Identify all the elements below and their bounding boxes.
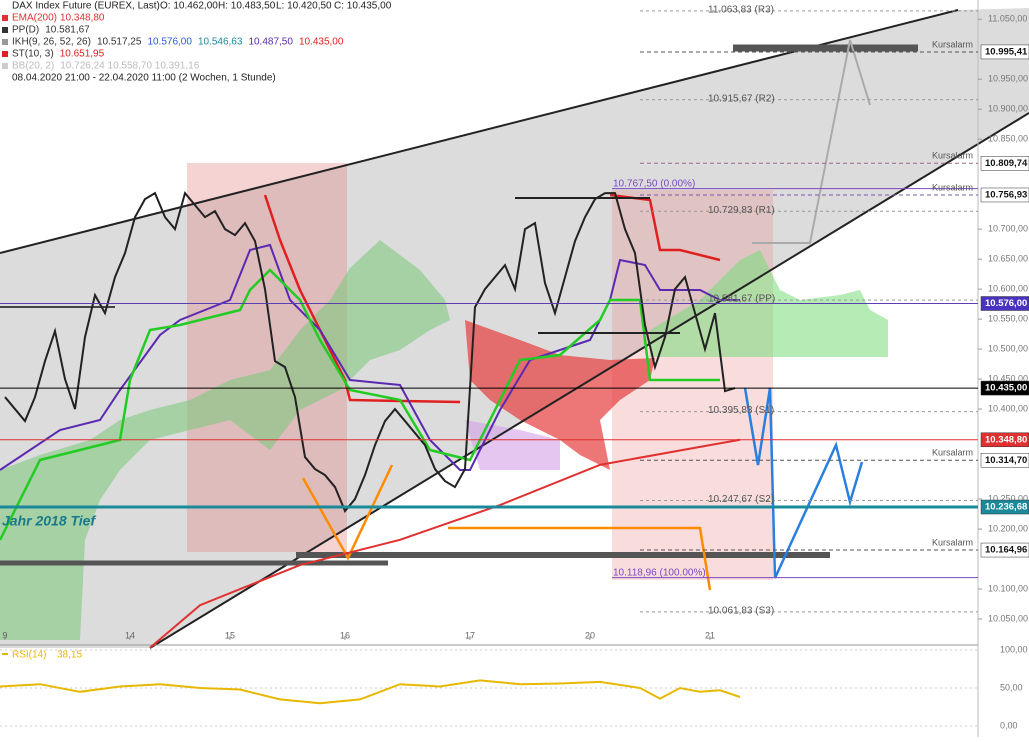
pivot-label: 10.395,83 (S1) bbox=[708, 405, 774, 416]
projection bbox=[752, 39, 871, 244]
level-box bbox=[980, 499, 1029, 515]
level-label: 10.995,41 bbox=[985, 46, 1028, 57]
price-line bbox=[4, 191, 736, 513]
legend-name: IKH(9, 26, 52, 26) bbox=[12, 37, 91, 48]
y-tick-label: 10.700,00 bbox=[988, 224, 1028, 234]
legend-value: 10.487,50 bbox=[248, 37, 293, 48]
y-tick-label: 10.650,00 bbox=[988, 253, 1028, 263]
alarm-label: Kursalarm bbox=[932, 182, 973, 192]
level-label: 10.348,80 bbox=[985, 434, 1027, 445]
legend-name: PP(D) bbox=[12, 25, 39, 36]
alarm-label: Kursalarm bbox=[932, 537, 973, 547]
alarm-label: Kursalarm bbox=[932, 151, 973, 161]
legend-period: 08.04.2020 21:00 - 22.04.2020 11:00 (2 W… bbox=[12, 73, 276, 84]
legend-value: 10.435,00 bbox=[299, 37, 344, 48]
pivot-label: 10.729,83 (R1) bbox=[708, 205, 775, 216]
legend-name: ST(10, 3) bbox=[12, 49, 54, 60]
tenkan bbox=[0, 268, 720, 541]
legend-swatch bbox=[2, 653, 8, 655]
channel bbox=[0, 8, 1029, 648]
alarm-label: Kursalarm bbox=[932, 448, 973, 458]
quote-label: H: 10.483,50 bbox=[218, 1, 276, 12]
legend-name: BB(20, 2) bbox=[12, 61, 54, 72]
level-label: 10.809,74 bbox=[985, 158, 1028, 169]
pivot-label: 11.063,83 (R3) bbox=[708, 5, 774, 16]
level-label: 10.164,96 bbox=[985, 545, 1027, 556]
rsi-name: RSI(14) bbox=[12, 650, 46, 661]
rsi-value: 38,15 bbox=[57, 650, 82, 661]
x-tick-label: 16 bbox=[340, 630, 350, 640]
quote-label: L: 10.420,50 bbox=[276, 1, 332, 12]
x-tick-label: 21 bbox=[705, 630, 715, 640]
y-tick-label: 10.250,00 bbox=[988, 493, 1028, 503]
legend-name: EMA(200) bbox=[12, 13, 57, 24]
pivot-label: 10.061,83 (S3) bbox=[708, 606, 774, 617]
x-tick-label: 15 bbox=[225, 630, 235, 640]
level-box bbox=[980, 542, 1029, 558]
y-tick-label: 10.100,00 bbox=[988, 583, 1028, 593]
level-box bbox=[980, 432, 1029, 448]
legend-swatch bbox=[2, 63, 8, 69]
legend-value: 10.576,00 bbox=[147, 37, 192, 48]
legend-value: 10.651,95 bbox=[60, 49, 105, 60]
level-box bbox=[980, 156, 1029, 171]
legend-swatch bbox=[2, 39, 8, 45]
cloud bbox=[0, 240, 450, 640]
legend-value: 10.517,25 bbox=[97, 37, 142, 48]
rsi-tick-label: 50,00 bbox=[1000, 682, 1023, 692]
projection bbox=[301, 464, 394, 561]
level-box bbox=[980, 44, 1029, 60]
rsi-tick-label: 0,00 bbox=[1000, 720, 1018, 730]
legend-swatch bbox=[2, 15, 8, 21]
pivot-label: 10.915,67 (R2) bbox=[708, 93, 775, 104]
projection bbox=[448, 526, 712, 591]
level-label: 10.756,93 bbox=[985, 189, 1027, 200]
y-tick-label: 10.050,00 bbox=[988, 613, 1028, 623]
cloud bbox=[465, 320, 655, 470]
x-tick-label: 17 bbox=[465, 630, 475, 640]
fib-label: 10.118,96 (100.00%) bbox=[613, 567, 706, 578]
fib-label: 10.767,50 (0.00%) bbox=[613, 178, 695, 189]
level-label: 10.435,00 bbox=[985, 383, 1027, 394]
level-box bbox=[980, 452, 1029, 468]
rsi-line bbox=[0, 679, 741, 705]
x-tick-label: 20 bbox=[585, 630, 595, 640]
level-label: 10.314,70 bbox=[985, 455, 1027, 466]
y-tick-label: 10.400,00 bbox=[988, 403, 1028, 413]
legend-swatch bbox=[2, 27, 8, 33]
trend-line bbox=[149, 112, 1029, 649]
y-tick-label: 10.500,00 bbox=[988, 343, 1028, 353]
kijun bbox=[0, 243, 740, 471]
rsi-tick-label: 100,00 bbox=[1000, 644, 1028, 654]
pivot-label: 10.247,67 (S2) bbox=[708, 494, 774, 505]
annotation: Jahr 2018 Tief bbox=[2, 513, 96, 529]
x-tick-label: 9 bbox=[2, 630, 7, 640]
quote-label: O: 10.462,00 bbox=[160, 1, 218, 12]
level-label: 10.236,68 bbox=[985, 502, 1027, 513]
x-tick-label: 14 bbox=[125, 630, 135, 640]
legend-value: 10.581,67 bbox=[45, 25, 90, 36]
y-tick-label: 10.900,00 bbox=[988, 104, 1028, 114]
y-tick-label: 11.050,00 bbox=[988, 14, 1027, 24]
y-tick-label: 10.200,00 bbox=[988, 523, 1028, 533]
legend-title: DAX Index Future (EUREX, Last) bbox=[12, 1, 160, 12]
legend-swatch bbox=[2, 51, 8, 57]
level-box bbox=[980, 296, 1029, 311]
level-box bbox=[980, 187, 1029, 203]
y-tick-label: 10.850,00 bbox=[988, 134, 1028, 144]
y-tick-label: 10.550,00 bbox=[988, 313, 1028, 323]
level-box bbox=[980, 380, 1029, 396]
y-tick-label: 10.600,00 bbox=[988, 283, 1028, 293]
price-line bbox=[149, 438, 741, 649]
y-tick-label: 10.950,00 bbox=[988, 74, 1028, 84]
legend-value: 10.348,80 bbox=[60, 13, 105, 24]
level-label: 10.576,00 bbox=[985, 298, 1027, 309]
pivot-label: 10.581,67 (PP) bbox=[708, 294, 775, 305]
alarm-label: Kursalarm bbox=[932, 39, 973, 49]
legend-value: 10.546,63 bbox=[198, 37, 243, 48]
quote-label: C: 10.435,00 bbox=[334, 1, 392, 12]
legend-value: 10.726,24 10.558,70 10.391,16 bbox=[60, 61, 199, 72]
y-tick-label: 10.450,00 bbox=[988, 373, 1028, 383]
